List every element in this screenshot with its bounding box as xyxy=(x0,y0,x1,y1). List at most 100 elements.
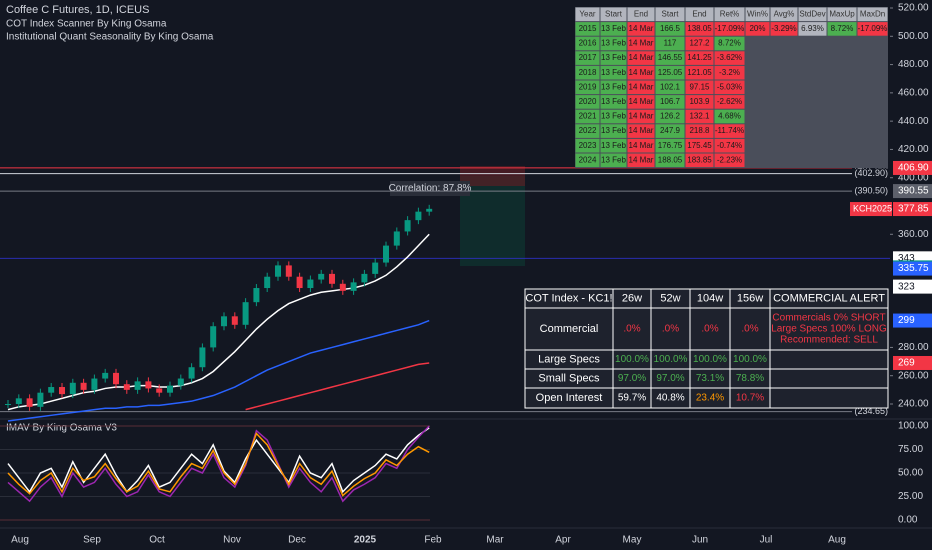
table-cell-text: -3.2% xyxy=(719,68,740,77)
table-cell-text: 14 Mar xyxy=(629,141,654,150)
cot-header: 26w xyxy=(622,292,642,304)
indicator-tick-label: 100.00 xyxy=(898,421,929,432)
time-label: Nov xyxy=(223,535,241,546)
table-cell xyxy=(685,22,714,36)
candle xyxy=(177,378,184,386)
table-cell-text: 13 Feb xyxy=(601,112,626,121)
price-tick-label: 480.00 xyxy=(898,59,929,70)
table-cell-text: 6.93% xyxy=(801,24,824,33)
table-cell-text: 13 Feb xyxy=(601,126,626,135)
cot-value: 100.0% xyxy=(615,354,649,365)
candle xyxy=(350,282,357,291)
candle xyxy=(48,387,55,393)
time-label: Sep xyxy=(83,535,101,546)
price-tick-label: 240.00 xyxy=(898,399,929,410)
table-cell-text: 2015 xyxy=(579,24,597,33)
time-label: 2025 xyxy=(354,535,377,546)
table-cell-text: 2020 xyxy=(579,97,597,106)
table-cell xyxy=(714,153,745,168)
table-cell-text: -17.09% xyxy=(715,24,745,33)
cot-header: COT Index - KC1! xyxy=(525,292,612,304)
time-label: Oct xyxy=(149,535,165,546)
table-cell xyxy=(685,124,714,138)
candle xyxy=(123,384,130,390)
table-cell-text: 20% xyxy=(749,24,765,33)
candle xyxy=(199,347,206,368)
table-cell-text: 14 Mar xyxy=(629,97,654,106)
price-tick-label: 500.00 xyxy=(898,31,929,42)
cot-value: .0% xyxy=(701,324,718,335)
table-cell-text: 14 Mar xyxy=(629,24,654,33)
table-cell-text: 103.9 xyxy=(689,97,710,106)
moving-average xyxy=(7,233,430,411)
indicator-title: COT Index Scanner By King Osama xyxy=(6,19,167,30)
cot-value: 100.0% xyxy=(693,354,727,365)
cot-row-label: Small Specs xyxy=(538,372,600,384)
table-cell-text: Win% xyxy=(747,9,768,18)
candle xyxy=(361,273,368,283)
table-cell-text: 14 Mar xyxy=(629,112,654,121)
table-cell-text: 13 Feb xyxy=(601,24,626,33)
table-cell-text: -3.29% xyxy=(771,24,796,33)
level-label: (390.50) xyxy=(854,186,888,196)
table-cell xyxy=(600,138,627,153)
indicator-tick-label: 0.00 xyxy=(898,515,918,526)
table-cell xyxy=(655,153,685,168)
indicator-tick-label: 25.00 xyxy=(898,491,923,502)
table-cell xyxy=(627,138,655,153)
price-badge-label: 406.90 xyxy=(898,163,929,174)
table-cell-text: End xyxy=(692,9,706,18)
price-badge xyxy=(893,355,932,370)
table-cell xyxy=(575,124,600,138)
table-cell-text: 176.75 xyxy=(658,141,683,150)
table-cell xyxy=(575,22,600,36)
price-badge-label: 343 xyxy=(898,253,915,264)
table-cell-text: 183.85 xyxy=(687,155,712,164)
candle xyxy=(275,265,281,277)
position-zone xyxy=(460,166,525,186)
cot-value: 59.7% xyxy=(618,393,646,404)
price-badge xyxy=(893,313,932,328)
table-cell xyxy=(627,22,655,36)
correlation-box xyxy=(390,181,470,196)
candle xyxy=(307,279,314,289)
table-cell xyxy=(575,80,600,95)
indicator-line xyxy=(7,432,430,497)
price-tick-label: 280.00 xyxy=(898,342,929,353)
cot-value: 97.0% xyxy=(656,373,684,384)
table-cell-text: -5.03% xyxy=(717,82,742,91)
price-badge xyxy=(893,202,932,217)
cot-value: .0% xyxy=(623,324,640,335)
table-cell xyxy=(685,80,714,95)
table-cell-text: 2021 xyxy=(579,112,597,121)
table-cell-text: 13 Feb xyxy=(601,97,626,106)
cot-value: 97.0% xyxy=(618,373,646,384)
table-cell xyxy=(600,80,627,95)
table-cell-text: 13 Feb xyxy=(601,39,626,48)
price-tick-label: 460.00 xyxy=(898,87,929,98)
table-cell-text: -17.09% xyxy=(858,24,888,33)
candle xyxy=(91,378,98,390)
table-cell-text: 14 Mar xyxy=(629,53,654,62)
candle xyxy=(264,276,271,289)
cot-value: 10.7% xyxy=(736,393,764,404)
table-cell xyxy=(627,51,655,65)
cot-value: 78.8% xyxy=(736,373,764,384)
candle xyxy=(69,382,76,395)
table-cell xyxy=(857,7,888,22)
table-cell xyxy=(714,65,745,80)
cot-alert: Recommended: SELL xyxy=(780,335,878,346)
table-cell-text: 13 Feb xyxy=(601,53,626,62)
candle xyxy=(5,404,11,405)
table-cell-text: Year xyxy=(579,9,596,18)
table-cell-text: StdDev xyxy=(799,9,825,18)
table-cell-text: 117 xyxy=(664,39,677,48)
price-tick-label: 420.00 xyxy=(898,144,929,155)
table-cell-text: 14 Mar xyxy=(629,126,654,135)
table-cell xyxy=(600,65,627,80)
time-label: Apr xyxy=(555,535,571,546)
table-cell xyxy=(575,153,600,168)
time-label: Mar xyxy=(486,535,504,546)
table-cell xyxy=(655,7,685,22)
